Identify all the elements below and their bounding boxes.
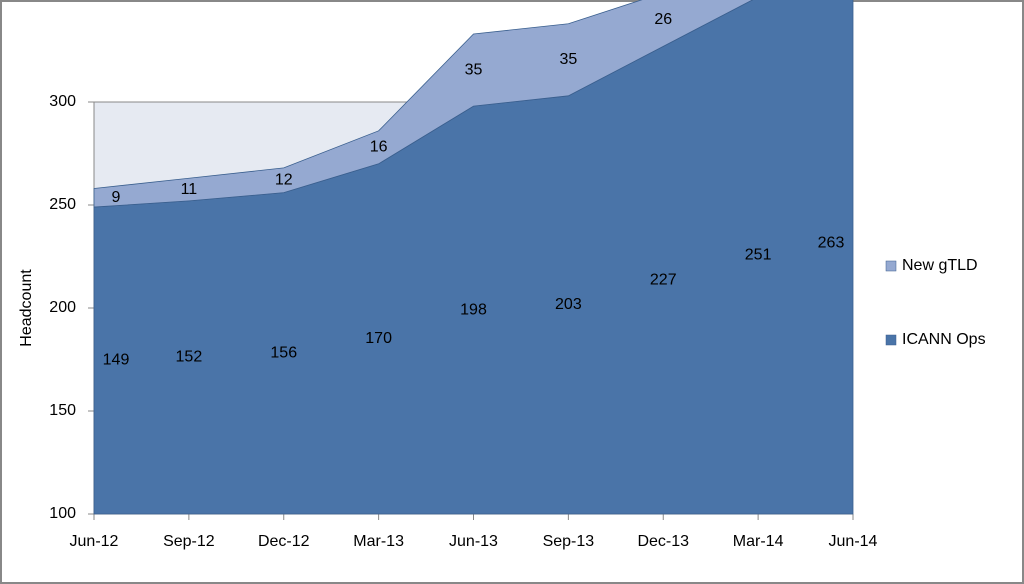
labels: 100 150 200 250 300 149 152 156 170 198 203 227 251 2… [49, 11, 986, 550]
data-label: 198 [460, 301, 487, 318]
data-label: 152 [176, 349, 203, 366]
data-label: 170 [365, 330, 392, 347]
data-label: 26 [654, 11, 672, 28]
y-tick-label: 150 [49, 402, 76, 419]
y-axis-label: Headcount [18, 269, 35, 347]
data-label: 227 [650, 271, 677, 288]
y-tick-label: 200 [49, 299, 76, 316]
x-tick-label: Mar-14 [733, 533, 784, 550]
x-tick-label: Dec-13 [637, 533, 689, 550]
x-tick-label: Jun-14 [829, 533, 878, 550]
x-tick-label: Mar-13 [353, 533, 404, 550]
legend-label: ICANN Ops [902, 331, 986, 348]
data-label: 149 [103, 352, 130, 369]
area [93, 0, 754, 208]
y-tick-label: 250 [49, 196, 76, 213]
y-tick-label: 300 [49, 93, 76, 110]
data-label: 156 [270, 345, 297, 362]
data-label: 203 [555, 296, 582, 313]
data-label: 16 [370, 139, 388, 156]
x-tick-label: Dec-12 [258, 533, 310, 550]
data-label: 35 [465, 61, 483, 78]
data-label: 263 [818, 234, 845, 251]
areas [93, 0, 854, 515]
x-tick-label: Jun-12 [70, 533, 119, 550]
y-tick-label: 100 [49, 505, 76, 522]
legend-swatch [885, 334, 897, 346]
data-label: 251 [745, 247, 772, 264]
data-label: 9 [112, 189, 121, 206]
x-tick-label: Sep-12 [163, 533, 215, 550]
data-label: 12 [275, 171, 293, 188]
x-tick-label: Sep-13 [543, 533, 595, 550]
legend-swatch [885, 260, 897, 272]
x-tick-label: Jun-13 [449, 533, 498, 550]
data-label: 11 [181, 181, 198, 198]
data-label: 35 [559, 51, 577, 68]
legend-label: New gTLD [902, 257, 978, 274]
